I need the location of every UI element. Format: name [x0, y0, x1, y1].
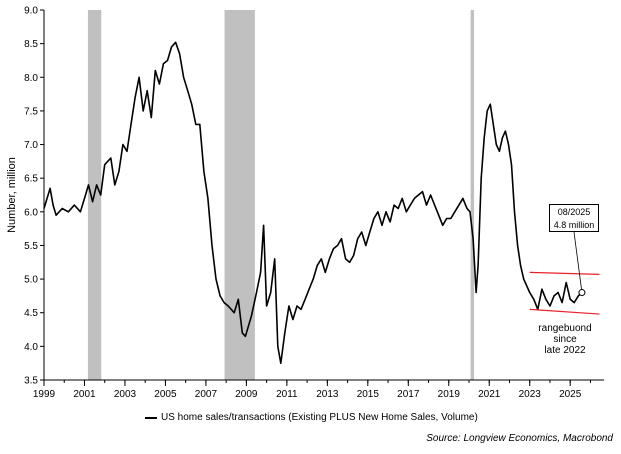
y-tick-label: 4.0: [24, 342, 38, 353]
x-tick-label: 2009: [235, 389, 258, 400]
series-line-home-sales: [43, 41, 583, 365]
x-tick-label: 2015: [357, 389, 380, 400]
range-annotation-line-2: since: [553, 334, 577, 345]
x-tick-label: 2013: [316, 389, 339, 400]
legend-label: US home sales/transactions (Existing PLU…: [161, 412, 478, 423]
y-tick-label: 4.5: [24, 308, 38, 319]
latest-value-callout: 08/2025 4.8 million: [549, 204, 599, 232]
recession-shading: [87, 10, 475, 380]
x-tick-label: 2003: [114, 389, 137, 400]
range-annotation-line-1: rangebuond: [538, 323, 592, 334]
x-tick-label: 2007: [195, 389, 218, 400]
y-tick-label: 8.0: [24, 73, 38, 84]
latest-point-marker: [578, 289, 586, 297]
y-tick-label: 6.5: [24, 174, 38, 185]
x-tick-label: 2019: [438, 389, 461, 400]
y-axis-label: Number, million: [6, 157, 18, 233]
y-tick-label: 3.5: [24, 376, 38, 387]
x-tick-label: 2001: [73, 389, 96, 400]
recession-band-2: [470, 10, 475, 380]
y-tick-label: 9.0: [24, 6, 38, 17]
y-tick-label: 5.5: [24, 241, 38, 252]
chart-legend: US home sales/transactions (Existing PLU…: [145, 412, 478, 423]
y-tick-label: 5.0: [24, 275, 38, 286]
x-tick-label: 1999: [33, 389, 56, 400]
range-annotation-line-3: late 2022: [544, 345, 586, 356]
callout-date: 08/2025: [557, 207, 591, 217]
recession-band-1: [224, 10, 255, 380]
range-upper-line: [529, 271, 600, 275]
series-layer: [43, 41, 583, 365]
x-tick-label: 2017: [397, 389, 420, 400]
y-tick-label: 7.5: [24, 106, 38, 117]
callout-value: 4.8 million: [553, 220, 595, 230]
x-tick-label: 2011: [276, 389, 298, 400]
callout-leader: [573, 231, 583, 293]
chart-axes: 3.5 4.0 4.5 5.0 5.5 6.0 6.5 7.0 7.5 8.0 8.5 9.0 1999…: [24, 6, 604, 400]
x-tick-label: 2025: [559, 389, 582, 400]
range-annotation: rangebuond since late 2022: [526, 323, 604, 356]
x-tick-label: 2023: [519, 389, 542, 400]
source-note: Source: Longview Economics, Macrobond: [426, 433, 613, 444]
x-tick-label: 2021: [478, 389, 501, 400]
legend-swatch: [145, 416, 157, 419]
x-tick-label: 2005: [154, 389, 177, 400]
range-lower-line: [529, 308, 600, 315]
y-tick-label: 6.0: [24, 207, 38, 218]
y-tick-label: 8.5: [24, 39, 38, 50]
y-tick-label: 7.0: [24, 140, 38, 151]
annotation-layer: [529, 231, 600, 315]
